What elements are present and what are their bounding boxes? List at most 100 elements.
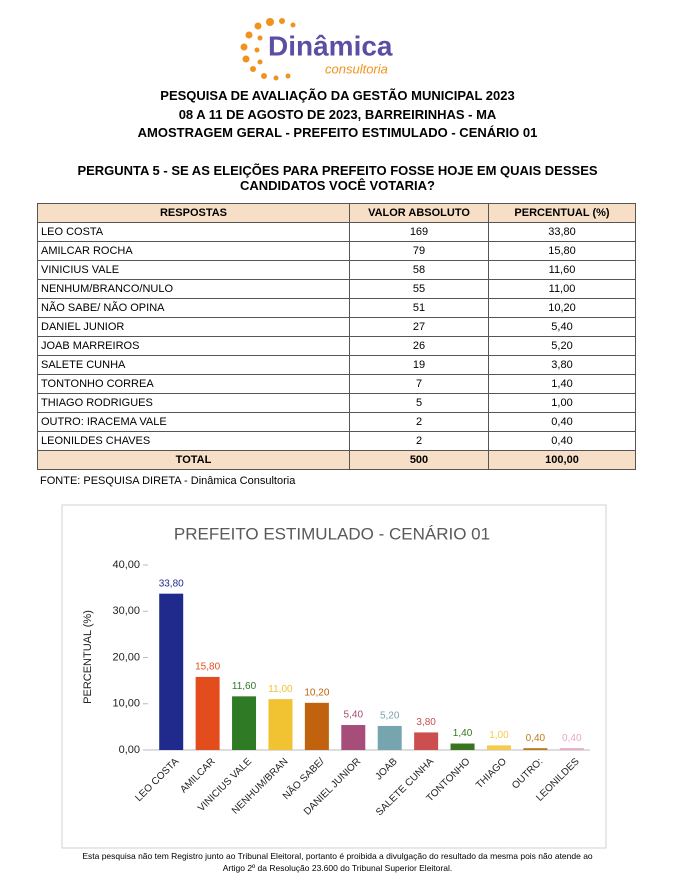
table-cell: LEO COSTA bbox=[37, 222, 350, 242]
value-label: 0,40 bbox=[526, 733, 546, 744]
table-cell: 58 bbox=[349, 260, 489, 280]
table-cell: 1,00 bbox=[488, 393, 636, 413]
table-cell: 51 bbox=[349, 298, 489, 318]
value-label: 10,20 bbox=[304, 687, 329, 698]
table-cell: 500 bbox=[349, 450, 489, 470]
table-cell: 3,80 bbox=[488, 355, 636, 375]
table-row: JOAB MARREIROS 26 5,20 bbox=[37, 336, 636, 356]
table-cell: 7 bbox=[349, 374, 489, 394]
table-cell: 2 bbox=[349, 431, 489, 451]
logo-name: Dinâmica bbox=[268, 30, 393, 61]
table-cell: 2 bbox=[349, 412, 489, 432]
table-cell: TONTONHO CORREA bbox=[37, 374, 350, 394]
table-cell: 26 bbox=[349, 336, 489, 356]
table-cell: 5,20 bbox=[488, 336, 636, 356]
table-cell: 55 bbox=[349, 279, 489, 299]
column-header: VALOR ABSOLUTO bbox=[349, 203, 489, 223]
results-table: RESPOSTAS VALOR ABSOLUTO PERCENTUAL (%) … bbox=[37, 203, 636, 470]
x-tick-label: NÃO SABE/ bbox=[280, 755, 327, 802]
x-tick-label: JOAB bbox=[373, 756, 399, 782]
bar bbox=[341, 725, 366, 750]
value-label: 1,40 bbox=[453, 728, 473, 739]
value-label: 5,40 bbox=[344, 710, 364, 721]
y-tick-label: 40,00 bbox=[112, 559, 140, 571]
table-row: VINICIUS VALE 58 11,60 bbox=[37, 260, 636, 280]
header-line: 08 A 11 DE AGOSTO DE 2023, BARREIRINHAS … bbox=[178, 107, 497, 122]
header-line: AMOSTRAGEM GERAL - PREFEITO ESTIMULADO -… bbox=[137, 125, 538, 140]
x-tick-label: LEONILDES bbox=[534, 756, 582, 804]
x-tick-label: AMILCAR bbox=[178, 756, 217, 795]
x-tick-label: THIAGO bbox=[474, 756, 509, 791]
table-cell: TOTAL bbox=[37, 450, 350, 470]
table-cell: 19 bbox=[349, 355, 489, 375]
y-tick-label: 10,00 bbox=[112, 698, 140, 710]
table-row: OUTRO: IRACEMA VALE 2 0,40 bbox=[37, 412, 636, 432]
bar bbox=[304, 702, 329, 750]
table-row: NENHUM/BRANCO/NULO 55 11,00 bbox=[37, 279, 636, 299]
table-cell: JOAB MARREIROS bbox=[37, 336, 350, 356]
table-cell: DANIEL JUNIOR bbox=[37, 317, 350, 337]
table-cell: 0,40 bbox=[488, 412, 636, 432]
table-cell: NENHUM/BRANCO/NULO bbox=[37, 279, 350, 299]
x-tick-label: VINICIUS VALE bbox=[196, 756, 254, 814]
value-label: 11,60 bbox=[232, 681, 257, 692]
bar bbox=[414, 732, 439, 750]
table-cell: 11,60 bbox=[488, 260, 636, 280]
header-line: PESQUISA DE AVALIAÇÃO DA GESTÃO MUNICIPA… bbox=[160, 88, 515, 103]
logo-sub: consultoria bbox=[325, 61, 388, 76]
table-cell: 15,80 bbox=[488, 241, 636, 261]
table-cell: 169 bbox=[349, 222, 489, 242]
y-tick-label: 20,00 bbox=[112, 651, 140, 663]
table-row: TOTAL 500 100,00 bbox=[37, 450, 636, 470]
table-cell: 33,80 bbox=[488, 222, 636, 242]
footer-line: Artigo 2º da Resolução 23.600 do Tribuna… bbox=[222, 863, 453, 873]
table-row: LEO COSTA 169 33,80 bbox=[37, 222, 636, 242]
table-cell: 11,00 bbox=[488, 279, 636, 299]
bar bbox=[450, 743, 475, 750]
table-cell: THIAGO RODRIGUES bbox=[37, 393, 350, 413]
table-cell: AMILCAR ROCHA bbox=[37, 241, 350, 261]
x-tick-label: TONTONHO bbox=[425, 756, 473, 804]
value-label: 33,80 bbox=[159, 578, 184, 589]
table-row: TONTONHO CORREA 7 1,40 bbox=[37, 374, 636, 394]
table-cell: 0,40 bbox=[488, 431, 636, 451]
column-header: RESPOSTAS bbox=[37, 203, 350, 223]
chart-title: PREFEITO ESTIMULADO - CENÁRIO 01 bbox=[174, 524, 490, 543]
bar bbox=[195, 676, 220, 750]
table-cell: 5 bbox=[349, 393, 489, 413]
x-tick-label: DANIEL JUNIOR bbox=[302, 756, 363, 817]
table-cell: SALETE CUNHA bbox=[37, 355, 350, 375]
bar bbox=[377, 725, 402, 750]
table-cell: 27 bbox=[349, 317, 489, 337]
bar bbox=[159, 593, 184, 750]
table-cell: LEONILDES CHAVES bbox=[37, 431, 350, 451]
x-tick-label: OUTRO: bbox=[510, 756, 545, 791]
x-tick-label: LEO COSTA bbox=[133, 756, 181, 804]
table-row: THIAGO RODRIGUES 5 1,00 bbox=[37, 393, 636, 413]
table-cell: OUTRO: IRACEMA VALE bbox=[37, 412, 350, 432]
table-row: SALETE CUNHA 19 3,80 bbox=[37, 355, 636, 375]
logo: Dinâmica consultoria bbox=[240, 18, 393, 81]
value-label: 3,80 bbox=[416, 717, 436, 728]
bar bbox=[523, 748, 548, 750]
x-tick-label: SALETE CUNHA bbox=[374, 756, 436, 818]
table-cell: 100,00 bbox=[488, 450, 636, 470]
footer-line: Esta pesquisa não tem Registro junto ao … bbox=[82, 851, 593, 861]
table-cell: 10,20 bbox=[488, 298, 636, 318]
chart-frame bbox=[61, 504, 607, 849]
bar bbox=[268, 699, 293, 750]
source: FONTE: PESQUISA DIRETA - Dinâmica Consul… bbox=[40, 475, 296, 487]
value-label: 15,80 bbox=[195, 662, 220, 673]
y-tick-label: 0,00 bbox=[119, 744, 140, 756]
value-label: 0,40 bbox=[562, 733, 582, 744]
value-label: 1,00 bbox=[489, 730, 509, 741]
column-header: PERCENTUAL (%) bbox=[488, 203, 636, 223]
table-cell: 1,40 bbox=[488, 374, 636, 394]
table-row: LEONILDES CHAVES 2 0,40 bbox=[37, 431, 636, 451]
value-label: 5,20 bbox=[380, 711, 400, 722]
table-cell: NÃO SABE/ NÃO OPINA bbox=[37, 298, 350, 318]
y-tick-label: 30,00 bbox=[112, 605, 140, 617]
x-tick-label: NENHUM/BRAN bbox=[230, 756, 290, 816]
table-row: DANIEL JUNIOR 27 5,40 bbox=[37, 317, 636, 337]
